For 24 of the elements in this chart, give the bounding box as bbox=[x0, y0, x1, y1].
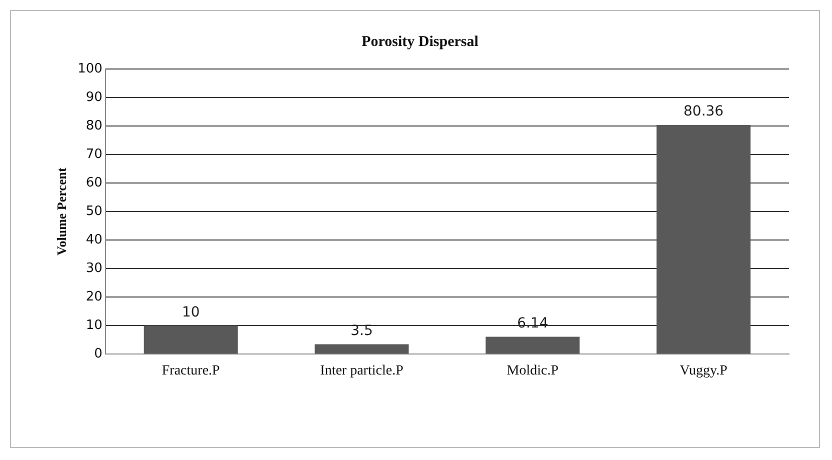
y-tick-label: 50 bbox=[86, 204, 102, 219]
bar bbox=[314, 344, 409, 354]
y-tick-label: 0 bbox=[94, 346, 102, 362]
x-tick-label: Moldic.P bbox=[506, 363, 559, 378]
data-label: 80.36 bbox=[684, 104, 724, 120]
data-label: 10 bbox=[182, 304, 200, 320]
y-tick-label: 70 bbox=[86, 146, 102, 162]
data-label: 3.5 bbox=[350, 322, 373, 339]
x-tick-label: Fracture.P bbox=[162, 363, 220, 378]
y-tick-label: 100 bbox=[78, 61, 102, 76]
y-tick-label: 90 bbox=[86, 90, 102, 105]
y-tick-label: 30 bbox=[86, 261, 102, 276]
y-axis-title: Volume Percent bbox=[54, 167, 70, 256]
y-tick-label: 20 bbox=[86, 290, 102, 305]
bar bbox=[656, 125, 751, 354]
bar bbox=[486, 336, 580, 354]
chart-title: Porosity Dispersal bbox=[362, 34, 478, 50]
x-tick-label: Inter particle.P bbox=[320, 363, 404, 378]
y-tick-label: 60 bbox=[86, 175, 102, 190]
bar bbox=[144, 326, 238, 354]
y-tick-label: 10 bbox=[86, 318, 102, 334]
y-tick-label: 80 bbox=[86, 118, 102, 134]
y-tick-label: 40 bbox=[86, 232, 102, 248]
x-tick-label: Vuggy.P bbox=[680, 363, 728, 378]
